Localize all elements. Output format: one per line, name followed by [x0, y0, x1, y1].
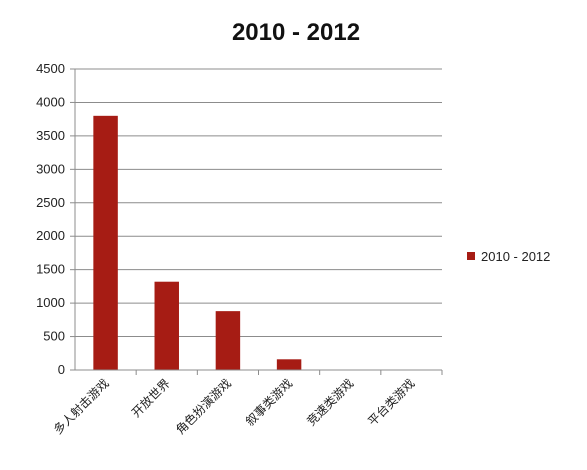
gridlines — [75, 68, 442, 338]
y-tick-label: 0 — [58, 362, 65, 377]
y-tick-label: 1500 — [36, 262, 65, 277]
bar — [93, 115, 118, 370]
y-tick-label: 3500 — [36, 128, 65, 143]
bar — [154, 281, 179, 370]
chart-title: 2010 - 2012 — [232, 19, 360, 46]
y-tick-label: 2500 — [36, 195, 65, 210]
y-tick-label: 3000 — [36, 161, 65, 176]
y-tick-label: 500 — [43, 329, 65, 344]
y-axis: 0 500 1000 1500 2000 2500 3000 3500 4000 4500 — [36, 61, 76, 377]
legend-label: 2010 - 2012 — [481, 249, 550, 264]
y-tick-label: 4500 — [36, 61, 65, 76]
bar — [215, 311, 241, 370]
y-tick-label: 2000 — [36, 228, 65, 243]
y-tick-label: 1000 — [36, 295, 65, 310]
legend-swatch — [467, 252, 475, 260]
y-tick-label: 4000 — [36, 94, 65, 109]
bar — [276, 359, 302, 370]
legend: 2010 - 2012 — [467, 249, 550, 264]
bars — [93, 115, 302, 370]
